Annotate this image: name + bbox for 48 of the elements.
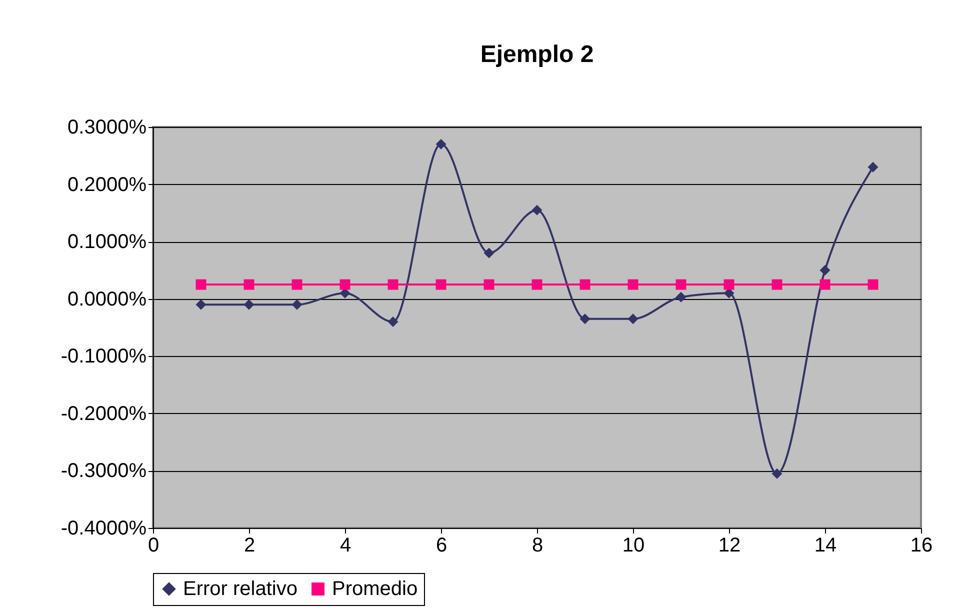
x-tick-label: 2 <box>244 534 256 556</box>
point <box>196 299 206 310</box>
point <box>628 314 638 324</box>
y-tick-label: 0.1000% <box>68 231 147 254</box>
point <box>868 162 878 172</box>
x-tick-label: 16 <box>910 534 933 556</box>
y-tick-label: 0.0000% <box>68 288 147 310</box>
x-tick-label: 6 <box>436 534 448 556</box>
point <box>772 279 782 290</box>
x-tick-label: 4 <box>340 534 352 556</box>
point <box>340 279 350 290</box>
x-tick-label: 14 <box>814 534 837 556</box>
point <box>580 314 590 324</box>
point <box>532 279 542 290</box>
point <box>676 279 686 290</box>
y-tick-label: -0.4000% <box>60 518 147 540</box>
y-tick-label: 0.2000% <box>68 174 147 196</box>
y-tick-label: -0.3000% <box>60 460 147 482</box>
point <box>484 248 494 258</box>
point <box>388 316 398 328</box>
point <box>580 279 590 290</box>
point <box>676 292 686 302</box>
point <box>820 279 830 290</box>
point <box>388 279 398 290</box>
point <box>292 299 302 310</box>
y-tick-label: -0.2000% <box>60 402 147 425</box>
x-tick-label: 8 <box>532 534 544 556</box>
point <box>868 279 878 290</box>
point <box>292 279 302 290</box>
legend-label: Promedio <box>332 578 418 600</box>
point <box>436 279 446 290</box>
chart-title: Ejemplo 2 <box>480 41 594 68</box>
x-tick-label: 10 <box>622 534 645 556</box>
point <box>628 279 638 290</box>
point <box>244 279 254 290</box>
point <box>436 138 446 150</box>
point <box>772 468 782 479</box>
point <box>484 279 494 290</box>
point <box>724 279 734 290</box>
legend-label: Error relativo <box>183 578 298 600</box>
x-tick-label: 12 <box>718 534 741 556</box>
point <box>532 204 542 216</box>
point <box>244 299 254 310</box>
point <box>196 279 206 290</box>
y-tick-label: -0.1000% <box>60 346 147 368</box>
x-tick-label: 0 <box>148 534 160 556</box>
point <box>820 264 830 276</box>
y-tick-label: 0.3000% <box>68 116 147 138</box>
